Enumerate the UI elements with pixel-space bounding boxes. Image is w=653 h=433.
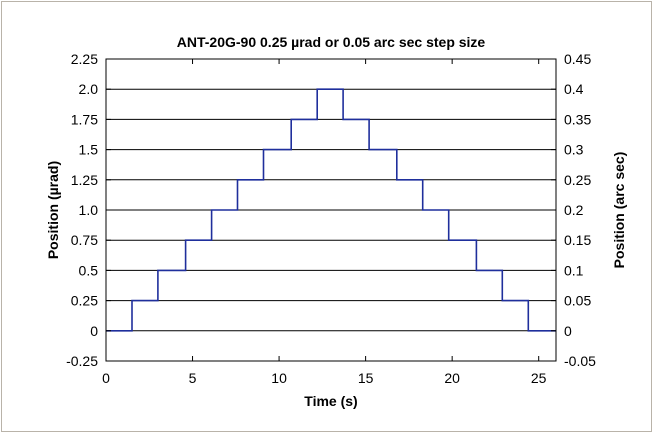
series-layer — [106, 88, 556, 332]
y-tick-label-left: -0.25 — [66, 353, 98, 369]
y-tick-label-right: 0.1 — [564, 262, 584, 278]
chart-title: ANT-20G-90 0.25 µrad or 0.05 arc sec ste… — [177, 34, 486, 50]
y-tick-label-left: 0 — [90, 323, 98, 339]
grid-lines — [106, 58, 556, 362]
x-tick-label: 25 — [531, 370, 547, 386]
tick-labels: -0.2500.250.50.751.01.251.51.752.02.25-0… — [66, 51, 596, 386]
y-tick-label-left: 2.25 — [71, 51, 98, 67]
x-tick-label: 0 — [102, 370, 110, 386]
y-tick-label-right: 0.25 — [564, 172, 591, 188]
x-tick-label: 15 — [358, 370, 374, 386]
y-tick-label-right: 0.45 — [564, 51, 591, 67]
y-tick-label-right: 0.05 — [564, 293, 591, 309]
y-tick-label-right: 0.4 — [564, 81, 584, 97]
y-tick-label-left: 0.75 — [71, 232, 98, 248]
tick-marks — [105, 58, 556, 362]
x-tick-label: 20 — [444, 370, 460, 386]
y-tick-label-right: -0.05 — [564, 353, 596, 369]
series-line — [106, 88, 556, 332]
x-tick-label: 5 — [189, 370, 197, 386]
y-tick-label-right: 0 — [564, 323, 572, 339]
y-axis-title-right: Position (arc sec) — [611, 152, 627, 269]
y-tick-label-left: 1.75 — [71, 111, 98, 127]
y-tick-label-left: 1.5 — [79, 142, 99, 158]
y-tick-label-left: 0.25 — [71, 293, 98, 309]
y-axis-title-left: Position (µrad) — [45, 161, 61, 259]
y-tick-label-right: 0.15 — [564, 232, 591, 248]
y-tick-label-left: 0.5 — [79, 262, 99, 278]
x-tick-label: 10 — [271, 370, 287, 386]
y-tick-label-right: 0.3 — [564, 142, 584, 158]
y-tick-label-left: 1.25 — [71, 172, 98, 188]
y-tick-label-right: 0.2 — [564, 202, 584, 218]
y-tick-label-left: 2.0 — [79, 81, 99, 97]
x-axis-title: Time (s) — [304, 393, 357, 409]
y-tick-label-left: 1.0 — [79, 202, 99, 218]
y-tick-label-right: 0.35 — [564, 111, 591, 127]
